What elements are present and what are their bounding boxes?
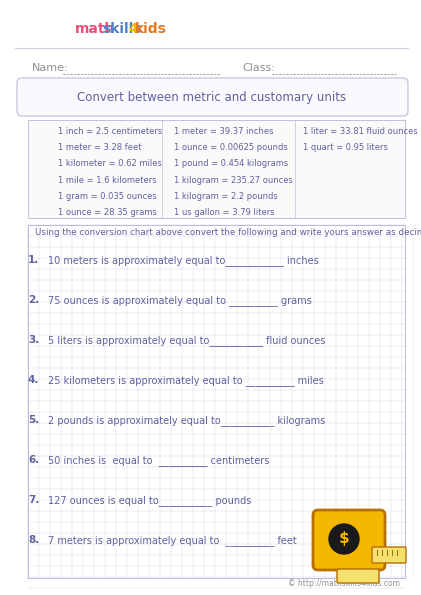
Text: 2 pounds is approximately equal to___________ kilograms: 2 pounds is approximately equal to______… [48, 415, 325, 426]
Text: 4.: 4. [28, 375, 40, 385]
Text: 1 ounce = 28.35 grams: 1 ounce = 28.35 grams [58, 208, 157, 217]
Text: 8.: 8. [28, 535, 39, 545]
FancyBboxPatch shape [313, 510, 385, 570]
Text: Class:: Class: [242, 63, 275, 73]
Text: 7 meters is approximately equal to  __________ feet: 7 meters is approximately equal to _____… [48, 535, 297, 546]
Text: 1 gram = 0.035 ounces: 1 gram = 0.035 ounces [58, 192, 157, 201]
Text: 25 kilometers is approximately equal to __________ miles: 25 kilometers is approximately equal to … [48, 375, 324, 386]
Text: 1 meter = 3.28 feet: 1 meter = 3.28 feet [58, 143, 141, 152]
Text: 10 meters is approximately equal to____________ inches: 10 meters is approximately equal to_____… [48, 255, 319, 266]
Text: 127 ounces is equal to___________ pounds: 127 ounces is equal to___________ pounds [48, 495, 251, 506]
Text: math: math [75, 22, 115, 36]
Bar [28, 225, 405, 578]
Text: Using the conversion chart above convert the following and write yours answer as: Using the conversion chart above convert… [35, 228, 421, 237]
Text: 1 inch = 2.5 centimeters: 1 inch = 2.5 centimeters [58, 127, 162, 136]
Text: 1 pound = 0.454 kilograms: 1 pound = 0.454 kilograms [174, 159, 288, 168]
Text: 6.: 6. [28, 455, 39, 465]
Text: 2.: 2. [28, 295, 39, 305]
Text: 1 quart = 0.95 liters: 1 quart = 0.95 liters [303, 143, 388, 152]
Text: 1.: 1. [28, 255, 39, 265]
FancyBboxPatch shape [337, 569, 379, 583]
Text: 1 ounce = 0.00625 pounds: 1 ounce = 0.00625 pounds [174, 143, 288, 152]
Text: Name:: Name: [32, 63, 69, 73]
Text: 1 kilometer = 0.62 miles: 1 kilometer = 0.62 miles [58, 159, 162, 168]
Text: © http://mathskills4kids.com: © http://mathskills4kids.com [288, 579, 400, 588]
FancyBboxPatch shape [17, 78, 408, 116]
Text: 1 kilogram = 2.2 pounds: 1 kilogram = 2.2 pounds [174, 192, 278, 201]
Text: Convert between metric and customary units: Convert between metric and customary uni… [77, 92, 346, 105]
Text: 1 us gallon = 3.79 liters: 1 us gallon = 3.79 liters [174, 208, 274, 217]
Text: 5 liters is approximately equal to___________ fluid ounces: 5 liters is approximately equal to______… [48, 335, 325, 346]
Text: skills: skills [102, 22, 141, 36]
Text: 75 ounces is approximately equal to __________ grams: 75 ounces is approximately equal to ____… [48, 295, 312, 306]
Text: 50 inches is  equal to  __________ centimeters: 50 inches is equal to __________ centime… [48, 455, 269, 466]
Bar [28, 120, 405, 218]
Text: 5.: 5. [28, 415, 39, 425]
Circle shape [329, 524, 359, 554]
Text: 3.: 3. [28, 335, 39, 345]
Text: 1 meter = 39.37 inches: 1 meter = 39.37 inches [174, 127, 274, 136]
Text: 1 kilogram = 235.27 ounces: 1 kilogram = 235.27 ounces [174, 176, 293, 184]
Text: 1 liter = 33.81 fluid ounces: 1 liter = 33.81 fluid ounces [303, 127, 418, 136]
Text: $: $ [338, 531, 349, 546]
Text: 1 mile = 1.6 kilometers: 1 mile = 1.6 kilometers [58, 176, 157, 184]
Text: kids: kids [135, 22, 167, 36]
FancyBboxPatch shape [372, 547, 406, 563]
Text: 7.: 7. [28, 495, 40, 505]
Text: 4: 4 [128, 22, 138, 36]
